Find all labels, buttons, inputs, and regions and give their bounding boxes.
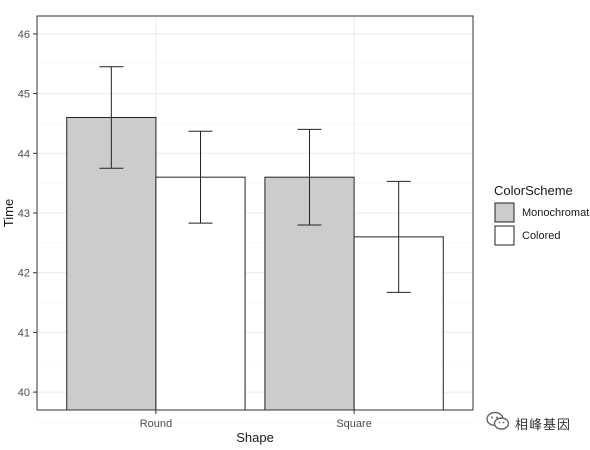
x-tick-label: Square — [336, 418, 371, 430]
y-tick-label: 42 — [18, 268, 30, 280]
x-axis-title: Shape — [236, 430, 274, 445]
y-tick-label: 43 — [18, 208, 30, 220]
y-tick-label: 41 — [18, 327, 30, 339]
wechat-icon — [486, 411, 510, 436]
y-axis: 40 41 42 43 44 45 46 — [18, 29, 37, 399]
legend-key — [494, 225, 515, 246]
legend-title: ColorScheme — [494, 183, 573, 198]
error-bars — [99, 66, 411, 293]
legend-key — [494, 202, 515, 223]
bars — [66, 116, 444, 411]
watermark-text: 相峰基因 — [515, 417, 572, 433]
legend-label: Colored — [522, 230, 561, 242]
y-tick-label: 44 — [18, 148, 30, 160]
watermark: 相峰基因 — [486, 411, 572, 436]
legend-label: Monochromatic — [522, 207, 590, 219]
y-tick-label: 45 — [18, 89, 30, 101]
y-tick-label: 40 — [18, 387, 30, 399]
y-tick-label: 46 — [18, 29, 30, 41]
y-axis-title: Time — [1, 199, 16, 227]
x-tick-label: Round — [140, 418, 172, 430]
x-axis: Round Square — [140, 410, 372, 430]
legend: ColorScheme Monochromatic Colored — [494, 183, 590, 246]
